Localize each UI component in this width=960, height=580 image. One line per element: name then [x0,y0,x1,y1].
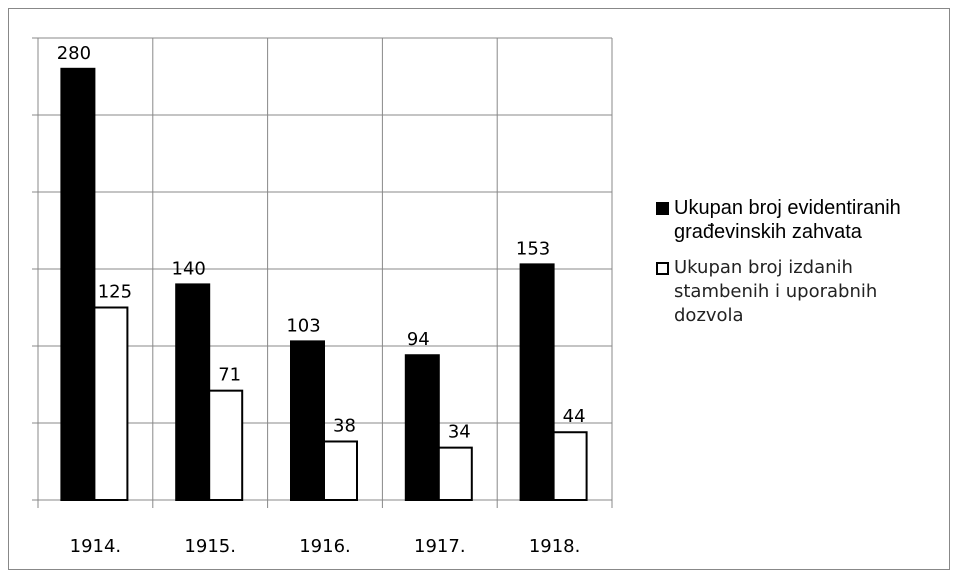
x-tick-label: 1915. [184,536,236,557]
value-label: 103 [286,315,320,336]
legend-item: Ukupan broj evidentiranih građevinskih z… [656,196,946,244]
bar [519,263,555,501]
bar [404,354,440,501]
legend-label: Ukupan broj izdanih stambenih i uporabni… [674,257,878,326]
legend-item: Ukupan broj izdanih stambenih i uporabni… [656,256,946,328]
value-label: 34 [448,422,471,443]
bar [208,389,244,501]
bar [552,431,588,501]
chart-frame [8,8,950,570]
bar [175,283,211,501]
x-tick-label: 1917. [414,536,466,557]
bar [323,440,358,502]
x-tick-label: 1918. [529,536,581,557]
x-tick-label: 1916. [299,536,351,557]
value-label: 94 [407,329,430,350]
value-label: 280 [57,43,91,64]
x-tick-label: 1914. [70,536,122,557]
bar [290,340,325,501]
value-label: 153 [516,238,550,259]
bar [437,446,473,502]
legend: Ukupan broj evidentiranih građevinskih z… [656,196,946,340]
value-label: 71 [218,365,241,386]
value-label: 38 [333,415,356,436]
legend-swatch [656,262,669,275]
bar [60,67,96,502]
legend-label: Ukupan broj evidentiranih građevinskih z… [674,197,901,243]
bar [93,306,129,501]
value-label: 44 [563,406,586,427]
value-label: 125 [98,282,132,303]
legend-swatch [656,202,669,215]
value-label: 140 [172,258,206,279]
